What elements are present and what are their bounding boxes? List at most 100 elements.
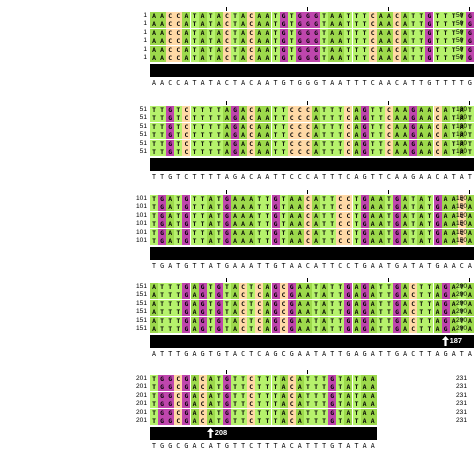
- consensus-base: T: [386, 350, 391, 359]
- nucleotide-cell: G: [222, 408, 231, 417]
- nucleotide-cell: T: [263, 237, 272, 245]
- nucleotide-cell: A: [255, 28, 264, 37]
- nucleotide-cell: T: [352, 220, 361, 229]
- consensus-bar: [150, 158, 474, 172]
- nucleotide-cell: A: [190, 383, 199, 392]
- nucleotide-cell: G: [271, 237, 280, 245]
- nucleotide-cell: T: [263, 203, 272, 212]
- consensus-base: A: [208, 442, 213, 451]
- nucleotide-cell: A: [166, 211, 175, 220]
- nucleotide-cell: T: [303, 383, 312, 392]
- nucleotide-cell: C: [287, 148, 296, 156]
- consensus-base: T: [208, 173, 213, 182]
- nucleotide-cell: T: [409, 211, 418, 220]
- row-end-number: 200: [456, 308, 468, 316]
- nucleotide-cell: A: [287, 220, 296, 229]
- nucleotide-cell: T: [336, 114, 345, 123]
- row-start-number: 101: [135, 237, 147, 244]
- nucleotide-cell: T: [239, 417, 248, 425]
- nucleotide-cell: T: [271, 391, 280, 400]
- nucleotide-cell: T: [352, 417, 361, 425]
- nucleotide-cell: T: [336, 325, 345, 333]
- nucleotide-cell: A: [433, 283, 442, 291]
- consensus-base: A: [224, 173, 229, 182]
- nucleotide-cell: C: [336, 237, 345, 245]
- nucleotide-cell: A: [401, 316, 410, 325]
- nucleotide-cell: T: [166, 283, 175, 291]
- nucleotide-cell: A: [295, 237, 304, 245]
- nucleotide-cell: C: [393, 28, 401, 37]
- nucleotide-cell: G: [182, 211, 191, 220]
- nucleotide-cell: A: [368, 195, 377, 203]
- nucleotide-cell: A: [206, 408, 215, 417]
- nucleotide-cell: A: [206, 228, 215, 237]
- nucleotide-cell: T: [433, 12, 442, 20]
- nucleotide-cell: T: [417, 12, 426, 20]
- nucleotide-cell: T: [328, 139, 337, 148]
- nucleotide-cell: A: [190, 408, 199, 417]
- nucleotide-cell: C: [368, 45, 377, 54]
- nucleotide-cell: T: [206, 28, 215, 37]
- nucleotide-cell: C: [287, 417, 296, 425]
- consensus-base: C: [395, 79, 399, 88]
- nucleotide-cell: A: [239, 139, 248, 148]
- consensus-base: A: [297, 262, 302, 271]
- nucleotide-cell: T: [279, 228, 288, 237]
- nucleotide-cell: T: [384, 228, 393, 237]
- nucleotide-cell: C: [182, 148, 191, 156]
- nucleotide-cell: C: [198, 417, 207, 425]
- nucleotide-cell: G: [328, 408, 337, 417]
- nucleotide-cell: C: [166, 28, 175, 37]
- nucleotide-cell: G: [328, 375, 337, 383]
- nucleotide-cell: T: [360, 20, 369, 29]
- consensus-base: A: [403, 262, 408, 271]
- nucleotide-cell: C: [198, 391, 207, 400]
- nucleotide-cell: A: [457, 131, 466, 140]
- nucleotide-cell: G: [231, 106, 239, 114]
- nucleotide-cell: G: [465, 45, 474, 54]
- nucleotide-cell: T: [247, 308, 256, 317]
- nucleotide-cell: A: [425, 139, 434, 148]
- consensus-base: A: [467, 262, 472, 271]
- nucleotide-cell: G: [441, 308, 450, 317]
- nucleotide-cell: G: [312, 54, 320, 62]
- nucleotide-cell: A: [247, 237, 256, 245]
- nucleotide-cell: G: [328, 383, 337, 392]
- consensus-base: G: [168, 442, 173, 451]
- nucleotide-cell: A: [190, 417, 199, 425]
- consensus-base: T: [338, 173, 343, 182]
- nucleotide-cell: A: [360, 391, 369, 400]
- nucleotide-cell: T: [425, 316, 434, 325]
- nucleotide-cell: T: [352, 12, 361, 20]
- nucleotide-cell: T: [150, 148, 158, 156]
- nucleotide-cell: C: [295, 131, 304, 140]
- nucleotide-cell: A: [255, 106, 264, 114]
- nucleotide-cell: A: [247, 195, 256, 203]
- nucleotide-cell: G: [222, 237, 231, 245]
- nucleotide-cell: T: [328, 131, 337, 140]
- nucleotide-cell: T: [409, 195, 418, 203]
- consensus-base: C: [338, 262, 343, 271]
- row-end-number: 150: [456, 220, 468, 228]
- nucleotide-cell: A: [449, 237, 458, 245]
- nucleotide-cell: T: [231, 45, 239, 54]
- nucleotide-cell: C: [247, 417, 256, 425]
- nucleotide-cell: C: [287, 131, 296, 140]
- nucleotide-cell: G: [303, 12, 312, 20]
- consensus-base: G: [362, 350, 367, 359]
- nucleotide-cell: T: [376, 308, 385, 317]
- nucleotide-cell: T: [360, 12, 369, 20]
- nucleotide-cell: T: [457, 299, 466, 308]
- nucleotide-cell: A: [312, 131, 320, 140]
- nucleotide-cell: T: [433, 28, 442, 37]
- row-start-number: 151: [135, 291, 147, 299]
- nucleotide-cell: T: [417, 325, 426, 333]
- nucleotide-cell: C: [166, 45, 175, 54]
- nucleotide-cell: T: [150, 195, 158, 203]
- nucleotide-cell: C: [336, 228, 345, 237]
- nucleotide-cell: A: [150, 54, 158, 62]
- nucleotide-cell: T: [417, 308, 426, 317]
- nucleotide-cell: C: [303, 237, 312, 245]
- nucleotide-cell: T: [263, 383, 272, 392]
- nucleotide-cell: A: [150, 291, 158, 300]
